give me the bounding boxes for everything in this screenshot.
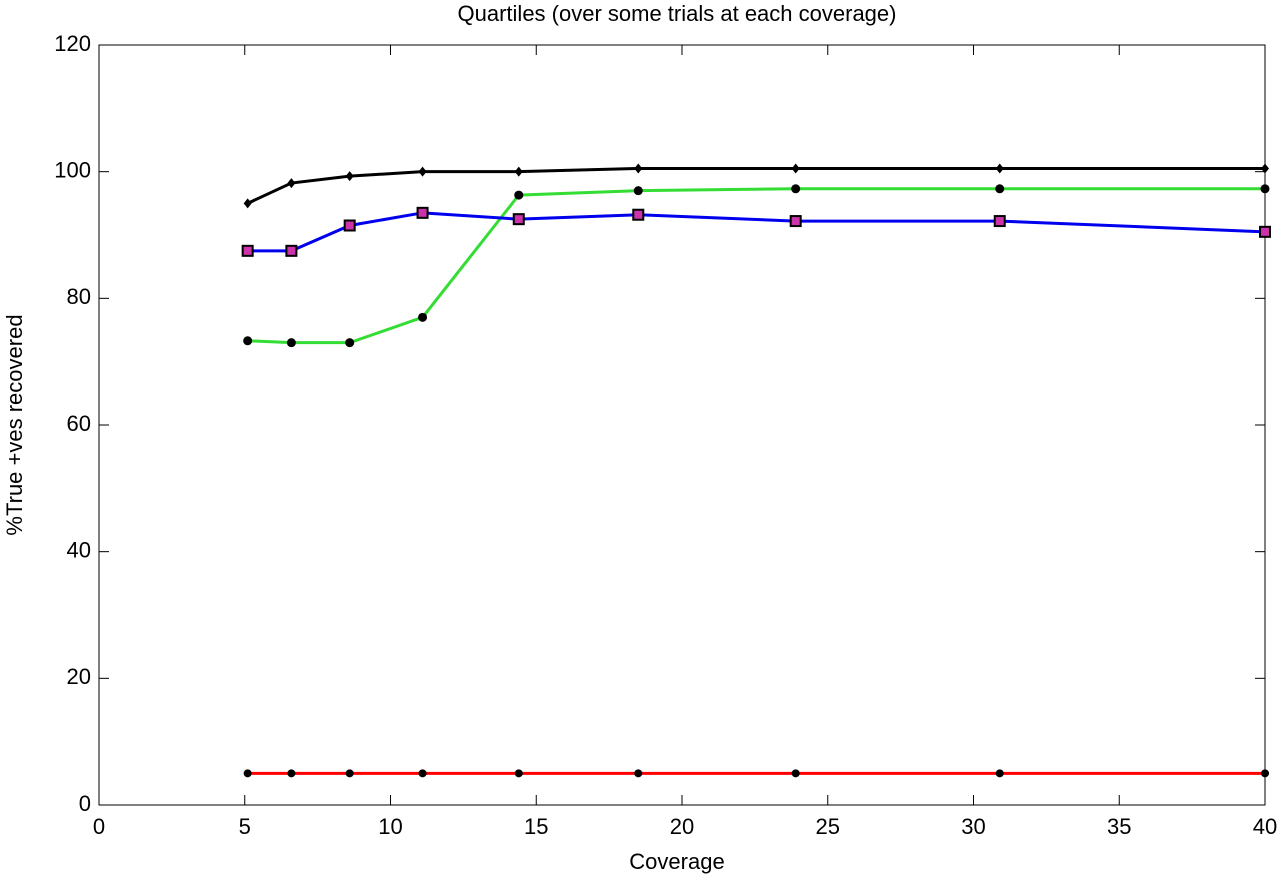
marker [416, 206, 429, 219]
marker [418, 166, 427, 177]
x-tick-label: 15 [524, 814, 548, 839]
y-tick-label: 60 [67, 411, 91, 436]
x-tick-label: 30 [961, 814, 985, 839]
y-tick-label: 120 [54, 31, 91, 56]
marker [995, 163, 1004, 174]
x-axis-label: Coverage [629, 849, 724, 874]
marker [286, 338, 296, 348]
marker [634, 769, 643, 778]
marker [243, 198, 252, 209]
chart-title: Quartiles (over some trials at each cove… [458, 1, 897, 26]
marker [243, 336, 253, 346]
marker [791, 163, 800, 174]
marker [514, 166, 523, 177]
marker [789, 215, 802, 228]
y-tick-label: 20 [67, 664, 91, 689]
plot-area [98, 44, 1266, 806]
marker [791, 184, 801, 194]
marker [514, 769, 523, 778]
x-tick-label: 10 [378, 814, 402, 839]
marker [634, 163, 643, 174]
marker [1259, 225, 1271, 238]
y-tick-label: 80 [67, 284, 91, 309]
x-tick-label: 35 [1107, 814, 1131, 839]
marker [418, 312, 428, 322]
marker [1261, 769, 1269, 778]
y-axis-label: %True +ves recovered [2, 314, 27, 535]
x-tick-label: 0 [93, 814, 105, 839]
marker [287, 178, 296, 189]
marker [632, 208, 645, 221]
marker [345, 769, 354, 778]
marker [791, 769, 800, 778]
y-tick-label: 40 [67, 537, 91, 562]
marker [633, 186, 643, 196]
x-tick-label: 5 [239, 814, 251, 839]
marker [993, 215, 1006, 228]
marker [343, 219, 356, 232]
y-tick-label: 100 [54, 157, 91, 182]
marker [514, 190, 524, 200]
marker [345, 171, 354, 182]
marker [1260, 184, 1270, 194]
marker [241, 244, 254, 257]
marker [995, 184, 1005, 194]
marker [287, 769, 296, 778]
marker [418, 769, 427, 778]
marker [512, 213, 525, 226]
marker [243, 769, 252, 778]
marker [285, 244, 298, 257]
y-tick-label: 0 [79, 791, 91, 816]
marker [995, 769, 1004, 778]
x-tick-label: 40 [1253, 814, 1277, 839]
marker [1261, 163, 1269, 174]
marker [345, 338, 355, 348]
x-tick-label: 25 [816, 814, 840, 839]
x-tick-label: 20 [670, 814, 694, 839]
